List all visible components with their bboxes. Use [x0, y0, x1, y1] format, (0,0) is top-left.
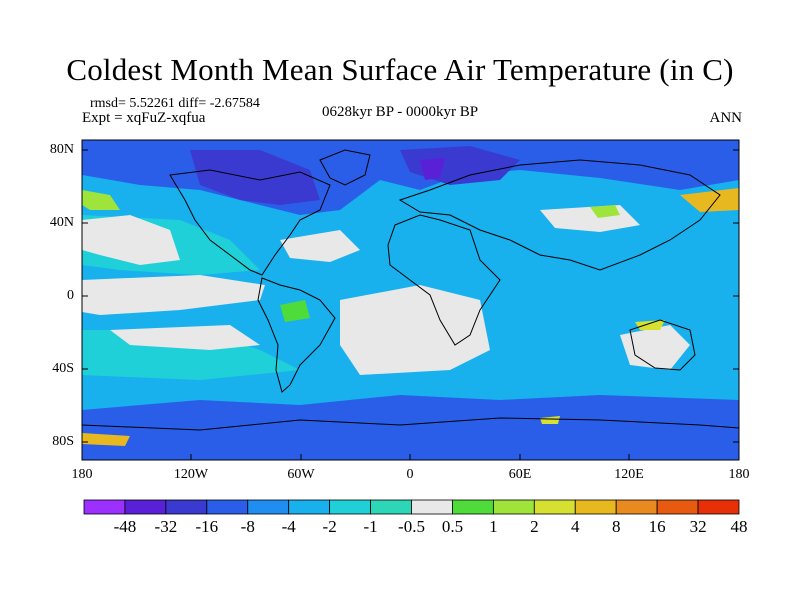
colorbar-swatch: [492, 499, 535, 515]
colorbar-label: 1: [489, 517, 498, 536]
lon-label-180w: 180: [71, 467, 93, 482]
colorbar-swatch: [165, 499, 208, 515]
colorbar-label: 4: [571, 517, 580, 536]
colorbar-swatch: [206, 499, 249, 515]
colorbar-label: -16: [195, 517, 219, 536]
experiment-label: Expt = xqFuZ-xqfua: [82, 110, 206, 126]
stats-text: rmsd= 5.52261 diff= -2.67584: [90, 96, 260, 111]
antarctic-coast-warm-patch: [540, 416, 560, 424]
colorbar-swatch: [83, 499, 126, 515]
indonesia-warm-patch: [635, 320, 665, 330]
colorbar-swatch: [615, 499, 658, 515]
map-field: [82, 140, 739, 460]
axis-ticks: [81, 149, 740, 460]
colorbar-swatch: [533, 499, 576, 515]
coastlines: [82, 149, 739, 431]
lat-label-80n: 80N: [49, 142, 74, 157]
lon-label-120e: 120E: [614, 467, 644, 482]
colorbar-label: -48: [113, 517, 137, 536]
colorbar-swatch: [411, 499, 453, 515]
colorbar-swatch: [124, 499, 167, 515]
colorbar-label: 0.5: [441, 517, 464, 536]
colorbar-label: -1: [363, 517, 378, 536]
lon-label-180e: 180: [728, 467, 750, 482]
colorbar-label: -4: [281, 517, 296, 536]
north-atlantic-neutral: [280, 230, 360, 262]
lon-label-60e: 60E: [508, 467, 532, 482]
south-pacific-neutral: [110, 325, 260, 350]
colorbar-label: 16: [648, 517, 666, 536]
colorbar-label: -8: [240, 517, 255, 536]
lat-label-80s: 80S: [52, 434, 74, 449]
colorbar-label: -2: [322, 517, 337, 536]
colorbar-label: 32: [689, 517, 707, 536]
north-pacific-neutral: [82, 215, 180, 265]
scandinavia-cold-spot: [420, 158, 445, 180]
colorbar-label: -0.5: [398, 517, 425, 536]
lon-label-60w: 60W: [287, 467, 315, 482]
lon-label-120w: 120W: [173, 467, 209, 482]
lon-label-0: 0: [406, 467, 414, 482]
lat-label-0: 0: [67, 288, 74, 303]
north-america-cold-core: [190, 150, 320, 205]
pacific-warm-patch: [680, 188, 739, 212]
amazon-warm-patch: [280, 300, 310, 322]
colorbar-swatch: [329, 499, 371, 515]
lat-label-40s: 40S: [52, 361, 74, 376]
south-atlantic-neutral: [340, 285, 490, 375]
equatorial-pacific-neutral: [82, 275, 265, 315]
colorbar-swatch: [288, 499, 331, 515]
colorbar-swatch: [697, 499, 740, 515]
asia-warm-patch: [590, 205, 620, 218]
colorbar-label: 2: [530, 517, 539, 536]
season-label: ANN: [709, 110, 743, 126]
colorbar-swatch: [656, 499, 699, 515]
antarctic-warm-patch: [82, 433, 130, 446]
lat-label-40n: 40N: [49, 215, 74, 230]
colorbar-label: 48: [730, 517, 748, 536]
colorbar-swatch: [247, 499, 290, 515]
colorbar: [83, 499, 740, 515]
southern-ocean-cooling: [82, 395, 739, 460]
map-title: Coldest Month Mean Surface Air Temperatu…: [66, 52, 734, 87]
colorbar-label: -32: [154, 517, 178, 536]
colorbar-swatch: [370, 499, 412, 515]
colorbar-swatch: [574, 499, 617, 515]
australia-neutral: [620, 325, 690, 370]
colorbar-swatch: [452, 499, 494, 515]
colorbar-label: 8: [611, 517, 621, 536]
period-label: 0628kyr BP - 0000kyr BP: [321, 104, 479, 120]
bering-warm-patch: [82, 190, 120, 210]
